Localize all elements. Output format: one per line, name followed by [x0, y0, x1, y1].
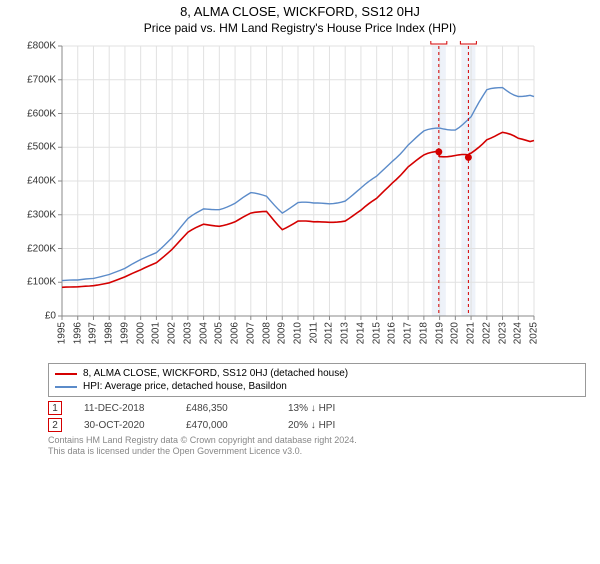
x-axis-label: 2005: [214, 322, 225, 344]
sale-delta: 13% ↓ HPI: [288, 403, 368, 414]
y-axis-label: £400K: [27, 176, 56, 187]
y-axis-label: £700K: [27, 74, 56, 85]
y-axis-label: £0: [45, 311, 56, 322]
sale-row: 1 11-DEC-2018 £486,350 13% ↓ HPI: [48, 401, 586, 415]
x-axis-label: 2012: [324, 322, 335, 344]
x-axis-label: 2013: [340, 322, 351, 344]
footer-line-1: Contains HM Land Registry data © Crown c…: [48, 435, 586, 446]
page-subtitle: Price paid vs. HM Land Registry's House …: [0, 21, 600, 35]
y-axis-label: £800K: [27, 41, 56, 52]
legend-swatch: [55, 373, 77, 375]
x-axis-label: 1995: [57, 322, 68, 344]
y-axis-label: £200K: [27, 243, 56, 254]
sale-price: £486,350: [186, 403, 266, 414]
y-axis-label: £600K: [27, 108, 56, 119]
x-axis-label: 2009: [277, 322, 288, 344]
sales-table: 1 11-DEC-2018 £486,350 13% ↓ HPI 2 30-OCT-202…: [48, 401, 586, 432]
x-axis-label: 2017: [403, 322, 414, 344]
sale-date: 30-OCT-2020: [84, 420, 164, 431]
y-axis-label: £500K: [27, 142, 56, 153]
x-axis-label: 2024: [513, 322, 524, 344]
x-axis-label: 2020: [450, 322, 461, 344]
x-axis-label: 2011: [308, 322, 319, 344]
x-axis-label: 2003: [182, 322, 193, 344]
x-axis-label: 2002: [167, 322, 178, 344]
x-axis-label: 2021: [466, 322, 477, 344]
x-axis-label: 1999: [119, 322, 130, 344]
x-axis-label: 1996: [72, 322, 83, 344]
legend-item: 8, ALMA CLOSE, WICKFORD, SS12 0HJ (detac…: [55, 367, 579, 380]
y-axis-label: £300K: [27, 209, 56, 220]
y-axis-label: £100K: [27, 277, 56, 288]
svg-text:2: 2: [466, 41, 472, 44]
x-axis-label: 2025: [529, 322, 540, 344]
x-axis-label: 2015: [371, 322, 382, 344]
legend-label: 8, ALMA CLOSE, WICKFORD, SS12 0HJ (detac…: [83, 368, 348, 379]
x-axis-label: 2014: [355, 322, 366, 344]
footer: Contains HM Land Registry data © Crown c…: [48, 435, 586, 458]
x-axis-label: 2023: [497, 322, 508, 344]
sale-row: 2 30-OCT-2020 £470,000 20% ↓ HPI: [48, 418, 586, 432]
sale-marker: 2: [48, 418, 62, 432]
x-axis-label: 2008: [261, 322, 272, 344]
legend-label: HPI: Average price, detached house, Basi…: [83, 381, 287, 392]
x-axis-label: 1997: [88, 322, 99, 344]
x-axis-label: 2022: [481, 322, 492, 344]
x-axis-label: 2010: [293, 322, 304, 344]
x-axis-label: 2004: [198, 322, 209, 344]
x-axis-label: 2016: [387, 322, 398, 344]
legend-swatch: [55, 386, 77, 388]
x-axis-label: 2007: [245, 322, 256, 344]
price-chart: £0 £100K £200K £300K £400K £500K £600K £700K £80…: [14, 41, 586, 359]
legend: 8, ALMA CLOSE, WICKFORD, SS12 0HJ (detac…: [48, 363, 586, 397]
x-axis-label: 2001: [151, 322, 162, 344]
x-axis-label: 2018: [418, 322, 429, 344]
page-title: 8, ALMA CLOSE, WICKFORD, SS12 0HJ: [0, 4, 600, 19]
sale-marker: 1: [48, 401, 62, 415]
x-axis-label: 2000: [135, 322, 146, 344]
sale-delta: 20% ↓ HPI: [288, 420, 368, 431]
sale-date: 11-DEC-2018: [84, 403, 164, 414]
legend-item: HPI: Average price, detached house, Basi…: [55, 380, 579, 393]
chart-svg: 12: [14, 41, 544, 321]
x-axis-label: 1998: [104, 322, 115, 344]
footer-line-2: This data is licensed under the Open Gov…: [48, 446, 586, 457]
x-axis-label: 2006: [230, 322, 241, 344]
x-axis-label: 2019: [434, 322, 445, 344]
sale-price: £470,000: [186, 420, 266, 431]
svg-text:1: 1: [436, 41, 442, 44]
